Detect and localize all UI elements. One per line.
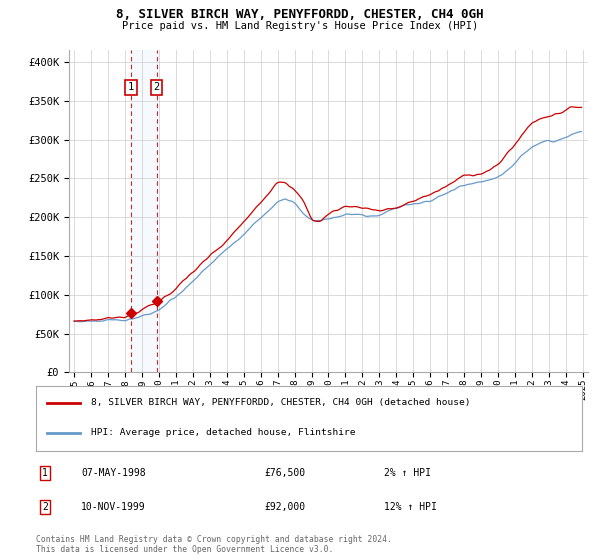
Text: 8, SILVER BIRCH WAY, PENYFFORDD, CHESTER, CH4 0GH (detached house): 8, SILVER BIRCH WAY, PENYFFORDD, CHESTER… (91, 398, 470, 407)
Text: 1: 1 (128, 82, 134, 92)
Text: 07-MAY-1998: 07-MAY-1998 (81, 468, 146, 478)
Text: 12% ↑ HPI: 12% ↑ HPI (384, 502, 437, 512)
Text: Contains HM Land Registry data © Crown copyright and database right 2024.
This d: Contains HM Land Registry data © Crown c… (36, 535, 392, 554)
Text: Price paid vs. HM Land Registry's House Price Index (HPI): Price paid vs. HM Land Registry's House … (122, 21, 478, 31)
Text: 2: 2 (154, 82, 160, 92)
Bar (131, 50, 157, 372)
Text: £92,000: £92,000 (264, 502, 305, 512)
Text: 2% ↑ HPI: 2% ↑ HPI (384, 468, 431, 478)
Text: £76,500: £76,500 (264, 468, 305, 478)
Text: 10-NOV-1999: 10-NOV-1999 (81, 502, 146, 512)
Text: 1: 1 (42, 468, 48, 478)
Text: HPI: Average price, detached house, Flintshire: HPI: Average price, detached house, Flin… (91, 428, 355, 437)
Text: 2: 2 (42, 502, 48, 512)
Text: 8, SILVER BIRCH WAY, PENYFFORDD, CHESTER, CH4 0GH: 8, SILVER BIRCH WAY, PENYFFORDD, CHESTER… (116, 8, 484, 21)
